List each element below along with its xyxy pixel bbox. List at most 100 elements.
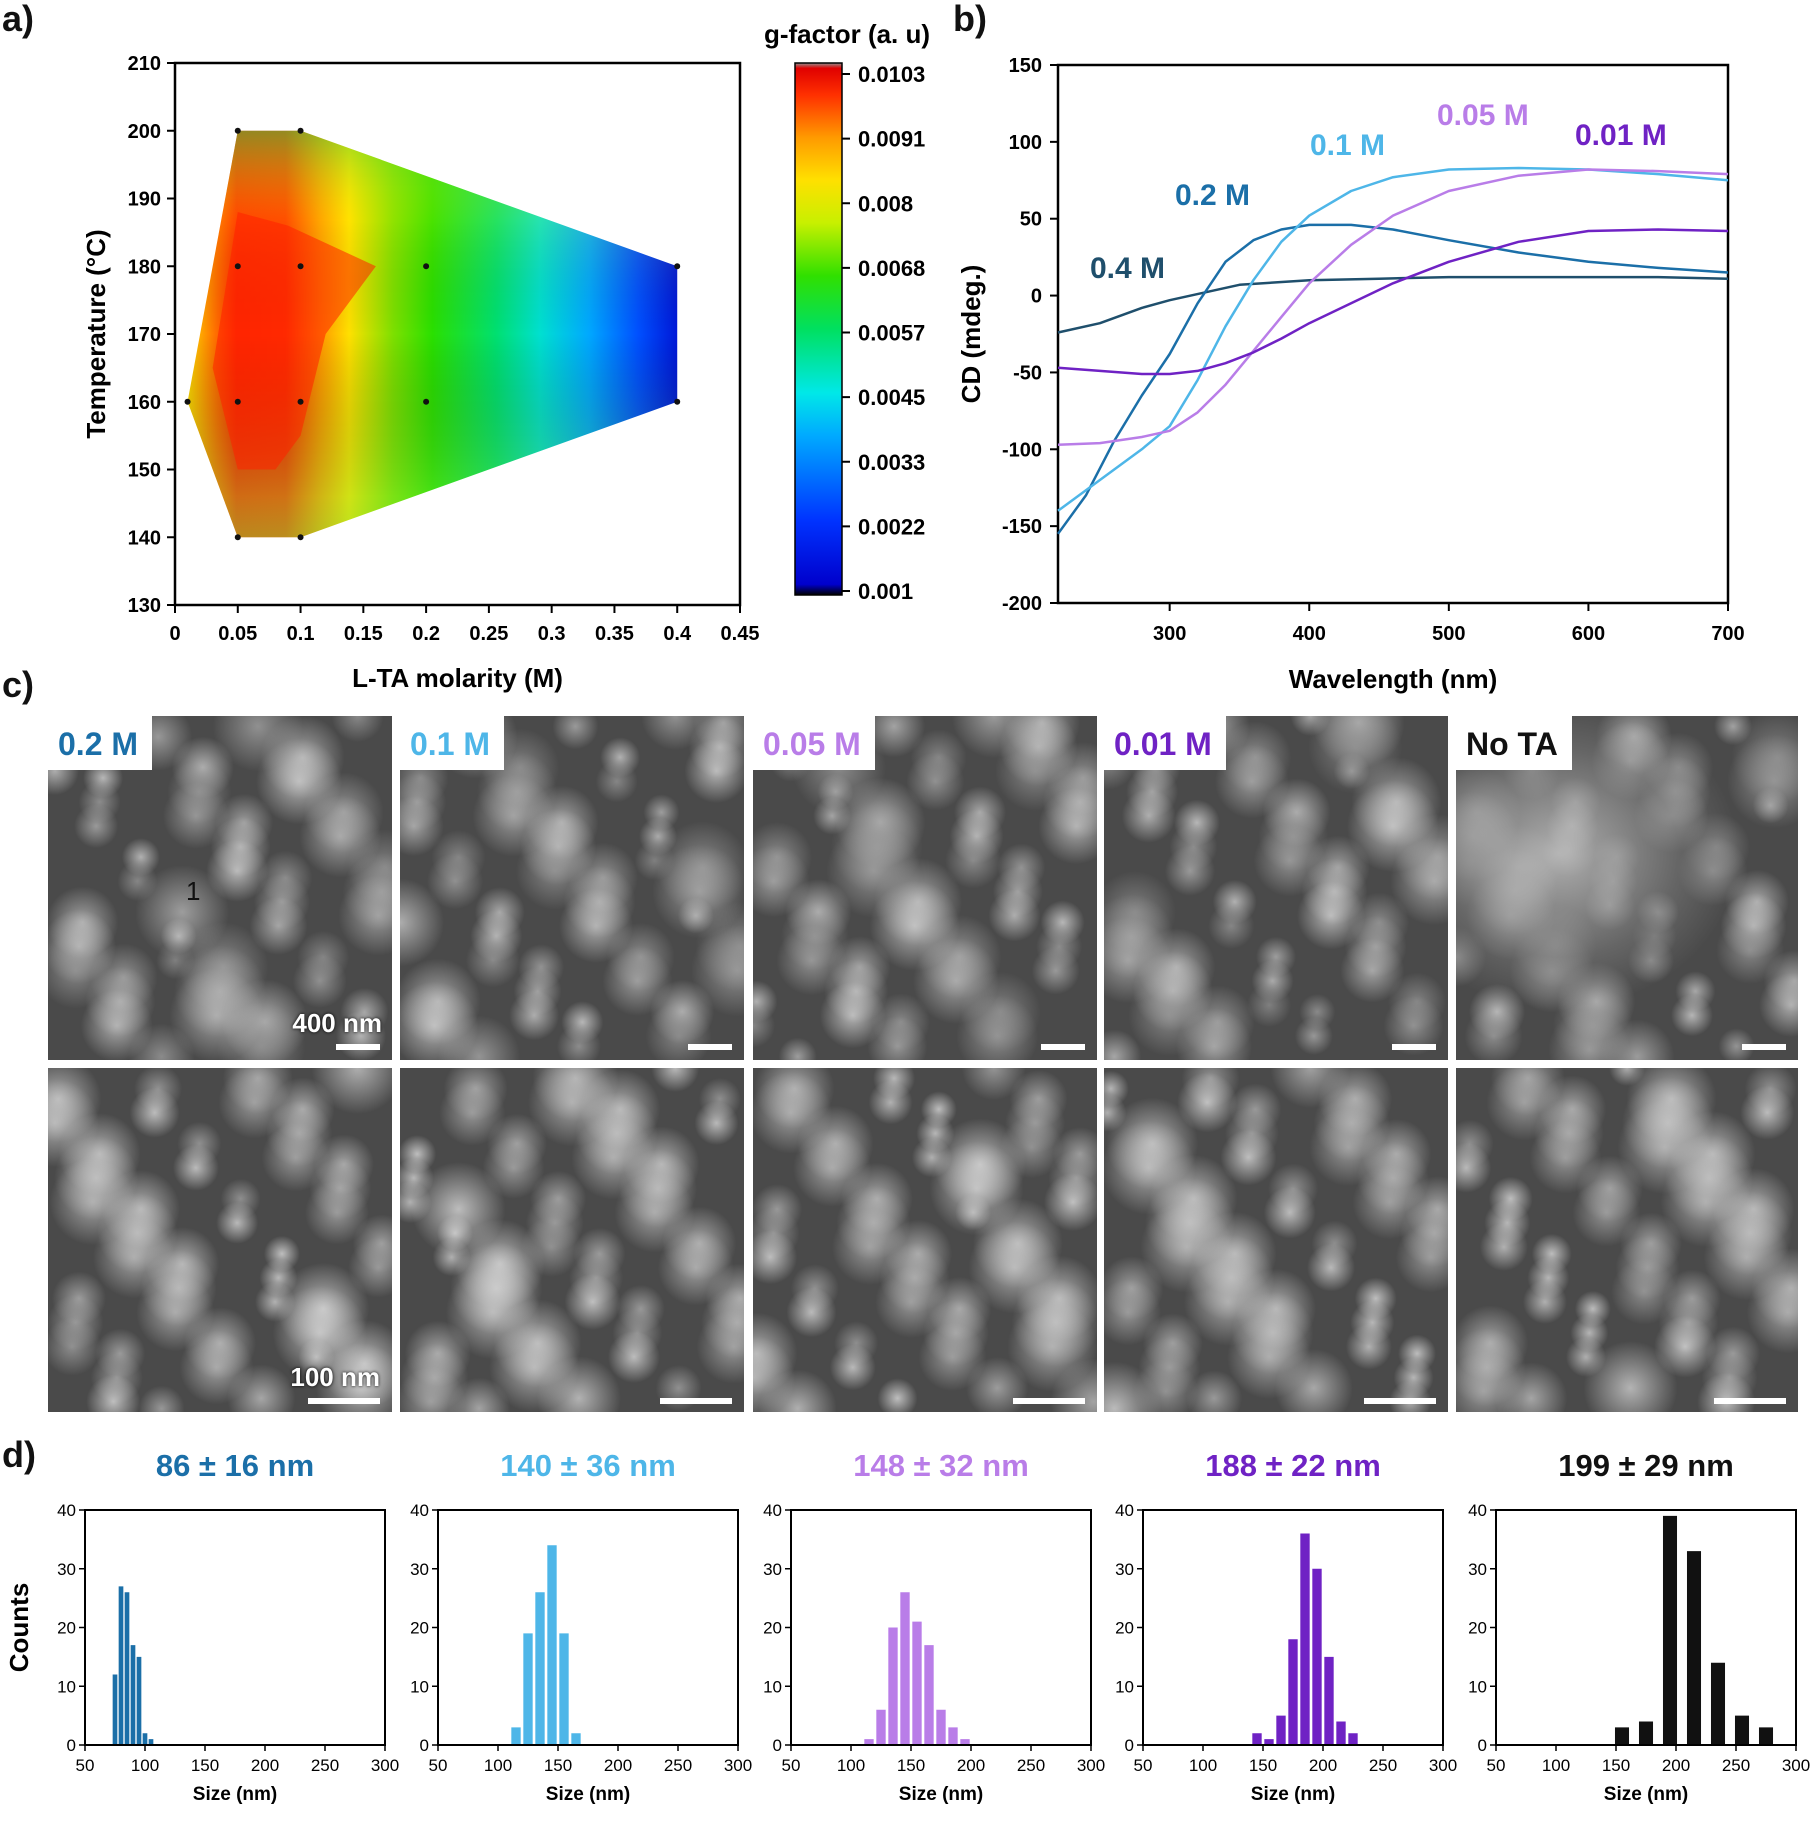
scale-bar: [1742, 1044, 1786, 1050]
histogram-bar: [118, 1586, 124, 1745]
x-tick-label: 250: [1369, 1756, 1397, 1775]
series-label: 0.2 M: [1175, 179, 1250, 212]
scale-bar: [1364, 1398, 1436, 1404]
y-tick-label: 30: [763, 1560, 782, 1579]
colorbar-tick-label: 0.0068: [858, 256, 925, 281]
sem-sample-label: 0.01 M: [1104, 716, 1226, 770]
data-point: [423, 398, 430, 405]
x-axis-label: Size (nm): [1251, 1784, 1335, 1805]
x-tick-label: 200: [1309, 1756, 1337, 1775]
series-line: [1057, 168, 1729, 446]
colorbar-tick-label: 0.0091: [858, 127, 925, 152]
histogram-bar: [948, 1727, 958, 1745]
series-line: [1057, 275, 1729, 334]
x-tick-label: 150: [191, 1756, 219, 1775]
scale-bar: [308, 1398, 380, 1404]
data-point: [234, 127, 241, 134]
data-point: [297, 127, 304, 134]
x-tick-label: 150: [1602, 1756, 1630, 1775]
scale-bar: [336, 1044, 380, 1050]
histogram-bar: [112, 1674, 118, 1745]
y-tick-label: 10: [763, 1677, 782, 1696]
series-line: [1057, 228, 1729, 376]
colorbar-tick-label: 0.0103: [858, 62, 925, 87]
data-point: [297, 263, 304, 270]
histogram-bar: [1288, 1639, 1298, 1745]
x-tick-label: 100: [1189, 1756, 1217, 1775]
x-tick-label: 300: [371, 1756, 399, 1775]
plot-frame: [84, 1509, 386, 1746]
x-tick-label: 0.4: [663, 623, 692, 645]
colorbar-tick-label: 0.001: [858, 579, 913, 604]
sem-sample-label: 0.05 M: [753, 716, 875, 770]
plot-frame: [1056, 63, 1730, 605]
panel-letter-c: c): [2, 664, 35, 705]
colorbar: [794, 62, 843, 596]
histogram-bar: [523, 1633, 533, 1745]
x-tick-label: 0.3: [538, 623, 566, 645]
histogram-bar: [535, 1592, 545, 1745]
x-tick-label: 100: [837, 1756, 865, 1775]
y-axis-label: CD (mdeg.): [956, 265, 986, 404]
x-tick-label: 50: [1134, 1756, 1153, 1775]
plot-frame: [437, 1509, 739, 1746]
histogram-bar: [1638, 1721, 1654, 1745]
scale-bar: [1392, 1044, 1436, 1050]
x-tick-label: 200: [1662, 1756, 1690, 1775]
histogram-title: 188 ± 22 nm: [1205, 1448, 1381, 1483]
histogram-bar: [1312, 1568, 1322, 1745]
scale-bar: [1714, 1398, 1786, 1404]
sem-image-grid: 0.2 M 400 nm 1 100 nm 0.1 M 0.05 M 0.01 M No TA: [0, 716, 1818, 1416]
data-point: [423, 263, 430, 270]
series-label: 0.05 M: [1437, 99, 1529, 132]
histogram-bar: [1614, 1727, 1630, 1745]
x-tick-label: 200: [251, 1756, 279, 1775]
sem-sample-label: No TA: [1456, 716, 1572, 770]
x-axis-label: Size (nm): [546, 1784, 630, 1805]
y-tick-label: 30: [1468, 1560, 1487, 1579]
x-tick-label: 0.25: [469, 623, 508, 645]
x-tick-label: 0: [169, 623, 180, 645]
x-tick-label: 300: [724, 1756, 752, 1775]
sem-image-low-mag: 0.01 M: [1104, 716, 1448, 1060]
histogram-bar: [1686, 1551, 1702, 1745]
sem-image-low-mag: 0.1 M: [400, 716, 744, 1060]
y-tick-label: -50: [1013, 362, 1042, 384]
x-tick-label: 250: [664, 1756, 692, 1775]
panel-letter-d: d): [2, 1434, 36, 1475]
colorbar-tick-label: 0.0045: [858, 385, 925, 410]
panel-letter-a: a): [2, 0, 35, 39]
colorbar-tick-label: 0.0033: [858, 450, 925, 475]
x-tick-label: 100: [131, 1756, 159, 1775]
scale-bar: [1013, 1398, 1085, 1404]
histogram-bar: [1336, 1721, 1346, 1745]
scale-bar: [1041, 1044, 1085, 1050]
y-tick-label: 100: [1009, 132, 1042, 154]
x-tick-label: 50: [76, 1756, 95, 1775]
x-tick-label: 50: [782, 1756, 801, 1775]
x-axis-label: L-TA molarity (M): [352, 663, 563, 693]
series-label: 0.4 M: [1090, 252, 1165, 285]
series-line: [1057, 166, 1729, 512]
series-label: 0.01 M: [1575, 119, 1667, 152]
y-tick-label: 210: [128, 53, 161, 75]
x-tick-label: 300: [1153, 623, 1186, 645]
histogram-bar: [1348, 1733, 1358, 1745]
histogram-bar: [1324, 1656, 1334, 1745]
y-tick-label: 160: [128, 392, 161, 414]
histogram-title: 148 ± 32 nm: [853, 1448, 1029, 1483]
sem-image-high-mag: 100 nm: [48, 1068, 392, 1412]
data-point: [297, 398, 304, 405]
sem-marker: 1: [186, 876, 201, 906]
y-tick-label: -150: [1002, 516, 1042, 538]
histogram-bar: [960, 1739, 970, 1745]
y-tick-label: 200: [128, 121, 161, 143]
cd-spectra-chart: 300 400 500 600 700150100500-50-100-150-200W…: [956, 55, 1745, 694]
y-tick-label: 30: [1115, 1560, 1134, 1579]
y-tick-label: -100: [1002, 439, 1042, 461]
data-point: [234, 534, 241, 541]
y-tick-label: 0: [1125, 1736, 1134, 1755]
histogram-bar: [571, 1733, 581, 1745]
histogram-bar: [1734, 1715, 1750, 1745]
